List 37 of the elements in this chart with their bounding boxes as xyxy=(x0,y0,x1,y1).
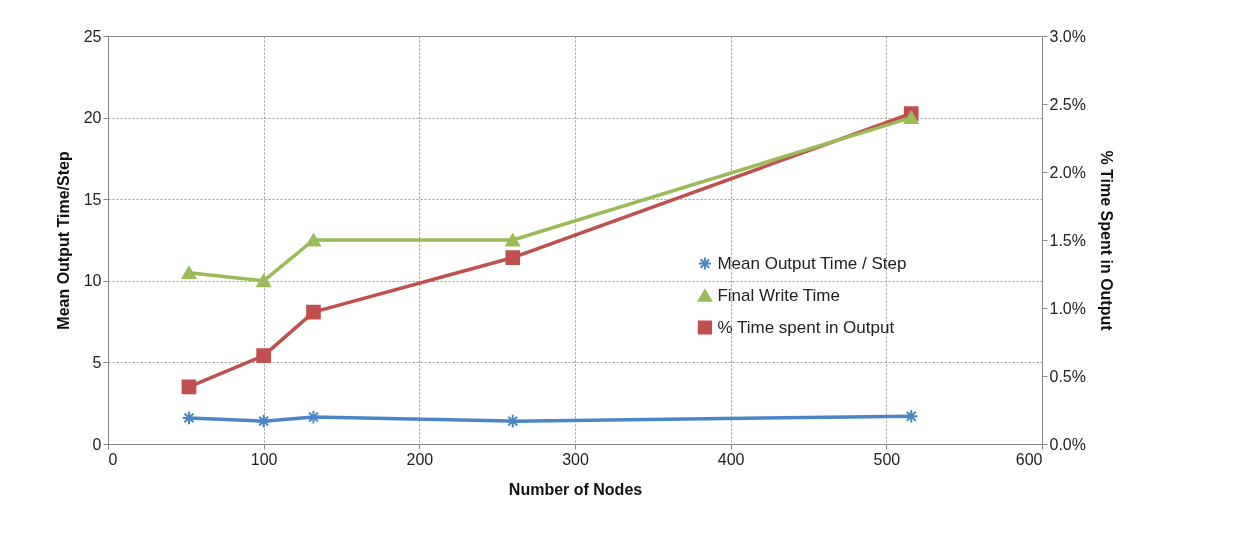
point xyxy=(306,304,321,320)
y2-tick-label: 2.0% xyxy=(1049,163,1086,181)
x-tick-label: 100 xyxy=(250,450,278,468)
point xyxy=(505,233,521,247)
y2-tick-label: 0.0% xyxy=(1049,435,1086,453)
x-tick-label: 0 xyxy=(108,450,118,468)
y2-tick-label: 0.5% xyxy=(1049,367,1086,385)
y-tick-label: 20 xyxy=(83,109,102,127)
y2-tick-label: 3.0% xyxy=(1049,27,1086,45)
y-tick-label: 0 xyxy=(92,435,102,453)
point xyxy=(256,274,271,288)
y2-tick-label: 1.0% xyxy=(1049,299,1086,317)
point xyxy=(306,233,321,247)
legend-label: % Time spent in Output xyxy=(717,317,895,337)
y2-axis-title: % Time Spent in Output xyxy=(1097,150,1115,332)
x-tick-label: 200 xyxy=(406,450,434,468)
point xyxy=(256,348,271,363)
x-tick-label: 600 xyxy=(1015,450,1043,468)
point xyxy=(903,111,919,125)
legend-label: Final Write Time xyxy=(717,285,840,305)
point xyxy=(181,266,197,280)
x-tick-label: 300 xyxy=(562,450,589,468)
point xyxy=(256,413,271,429)
y2-tick-label: 2.5% xyxy=(1049,95,1086,113)
x-tick-label: 500 xyxy=(873,450,901,468)
x-axis-title: Number of Nodes xyxy=(508,480,643,498)
point xyxy=(505,250,521,265)
y-tick-label: 10 xyxy=(83,272,102,290)
y-tick-label: 5 xyxy=(92,353,102,371)
y2-tick-label: 1.5% xyxy=(1049,231,1086,249)
legend-label: Mean Output Time / Step xyxy=(717,253,907,273)
point xyxy=(306,409,321,425)
y-axis-title: Mean Output Time/Step xyxy=(54,151,72,330)
y-tick-label: 15 xyxy=(83,190,102,208)
y-tick-label: 25 xyxy=(83,27,102,45)
point xyxy=(181,379,197,395)
x-tick-label: 400 xyxy=(717,450,745,468)
